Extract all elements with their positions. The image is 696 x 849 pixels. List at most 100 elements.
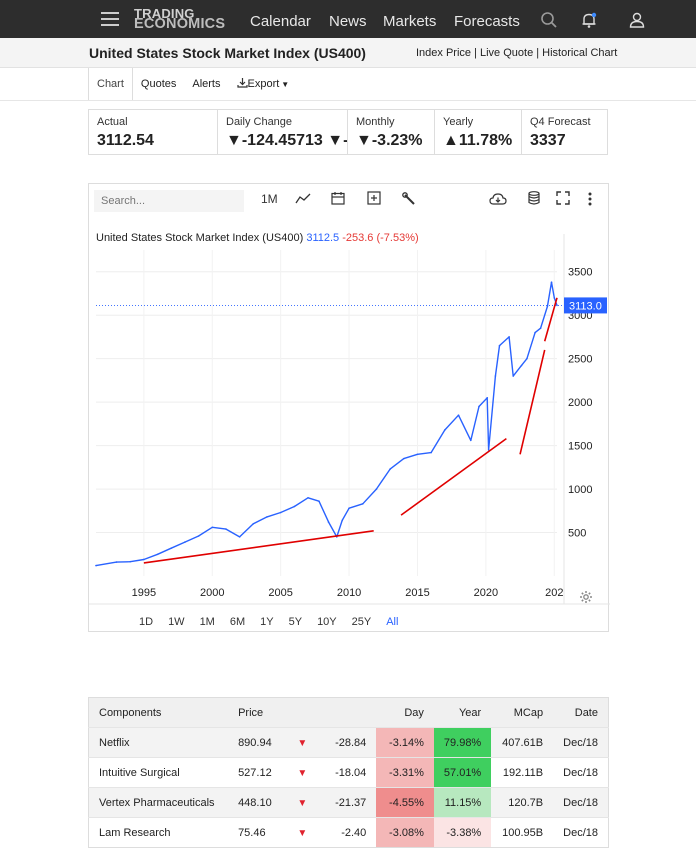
col-change	[317, 697, 377, 728]
component-name[interactable]: Lam Research	[88, 817, 229, 848]
component-name[interactable]: Vertex Pharmaceuticals	[88, 787, 229, 818]
component-year: -3.38%	[433, 817, 492, 848]
data-point	[553, 297, 556, 299]
col-price[interactable]: Price	[228, 697, 288, 728]
settings-gear-icon[interactable]	[579, 590, 593, 604]
calendar-icon[interactable]	[331, 191, 345, 205]
nav-link-news[interactable]: News	[329, 13, 367, 30]
col-date[interactable]: Date	[553, 697, 609, 728]
y-tick-label: 2000	[568, 397, 592, 409]
col-mcap[interactable]: MCap	[491, 697, 554, 728]
range-6m[interactable]: 6M	[229, 616, 246, 628]
stat-yearly: Yearly ▲11.78%	[435, 110, 522, 154]
tools-wrench-icon[interactable]	[402, 192, 416, 206]
tab-chart[interactable]: Chart	[88, 68, 133, 100]
table-row[interactable]: Vertex Pharmaceuticals 448.10 ▼ -21.37 -4.55…	[88, 787, 609, 818]
data-point	[293, 505, 296, 508]
data-point	[494, 375, 497, 377]
top-nav: TRADING ECONOMICS Calendar News Markets …	[0, 0, 696, 38]
trendline-annotation	[143, 530, 374, 564]
chart-panel: 500 1000 1500 2000 2500 3000 3500 1995 2000 2005 2…	[88, 183, 610, 633]
x-tick-label: 2000	[200, 587, 224, 599]
add-indicator-icon[interactable]	[367, 191, 381, 205]
data-point	[129, 560, 131, 563]
data-point	[318, 500, 320, 503]
data-point	[457, 414, 460, 416]
sub-tabs: Chart Quotes Alerts Export ▼	[88, 68, 297, 100]
tab-alerts[interactable]: Alerts	[192, 78, 221, 90]
data-point	[546, 305, 549, 308]
component-year: 11.15%	[433, 787, 492, 818]
component-price: 890.94	[228, 727, 288, 758]
stat-value: ▼-124.45713 ▼-3.8	[226, 132, 348, 149]
component-date: Dec/18	[553, 817, 609, 848]
legend-change: -253.6 (-7.53%)	[342, 232, 419, 244]
component-year: 57.01%	[433, 757, 492, 788]
component-change: -21.37	[317, 787, 377, 818]
data-point	[444, 429, 446, 431]
range-5y[interactable]: 5Y	[288, 616, 303, 628]
range-1d[interactable]: 1D	[139, 616, 154, 628]
stats-table: Actual 3112.54 Daily Change ▼-124.45713 …	[88, 109, 608, 155]
database-icon[interactable]	[528, 191, 540, 205]
range-all[interactable]: All	[386, 616, 399, 628]
component-name[interactable]: Netflix	[88, 727, 229, 758]
range-1w[interactable]: 1W	[168, 616, 185, 628]
logo-line-1: TRADING	[134, 6, 195, 21]
col-year[interactable]: Year	[433, 697, 492, 728]
component-change: -28.84	[317, 727, 377, 758]
table-row[interactable]: Netflix 890.94 ▼ -28.84 -3.14% 79.98% 407.61B D…	[88, 727, 609, 758]
nav-link-calendar[interactable]: Calendar	[250, 13, 311, 30]
user-icon[interactable]	[628, 11, 646, 29]
data-point	[430, 451, 432, 454]
stat-value: ▼-3.23%	[356, 132, 423, 149]
current-price-label-bg	[564, 297, 607, 314]
component-mcap: 192.11B	[491, 757, 554, 788]
stat-value: 3337	[530, 132, 566, 149]
range-1m[interactable]: 1M	[199, 616, 215, 628]
component-name[interactable]: Intuitive Surgical	[88, 757, 229, 788]
logo[interactable]: TRADING ECONOMICS	[134, 6, 225, 31]
more-vertical-icon[interactable]	[588, 192, 592, 206]
component-mcap: 100.95B	[491, 817, 554, 848]
table-row[interactable]: Intuitive Surgical 527.12 ▼ -18.04 -3.31% 57.…	[88, 757, 609, 788]
trendline-annotation	[519, 349, 546, 455]
component-price: 527.12	[228, 757, 288, 788]
stat-label: Actual	[97, 116, 128, 128]
title-bar: United States Stock Market Index (US400)…	[0, 38, 696, 68]
hamburger-menu-icon[interactable]	[101, 12, 119, 26]
data-point	[498, 344, 501, 347]
data-point	[470, 439, 472, 442]
data-point	[508, 336, 510, 338]
interval-button[interactable]: 1M	[261, 192, 278, 206]
col-day[interactable]: Day	[376, 697, 434, 728]
range-10y[interactable]: 10Y	[317, 616, 337, 628]
range-1y[interactable]: 1Y	[260, 616, 274, 628]
search-icon[interactable]	[540, 11, 558, 29]
nav-link-markets[interactable]: Markets	[383, 13, 437, 30]
trendline-annotation	[543, 297, 558, 342]
nav-link-forecasts[interactable]: Forecasts	[454, 13, 520, 30]
fullscreen-icon[interactable]	[556, 191, 570, 205]
stat-label: Monthly	[356, 116, 395, 128]
tab-export[interactable]: Export ▼	[229, 68, 298, 100]
x-tick-label: 2010	[337, 587, 361, 599]
data-point	[170, 547, 173, 549]
download-cloud-icon[interactable]	[489, 192, 507, 206]
col-components[interactable]: Components	[88, 697, 229, 728]
title-links[interactable]: Index Price | Live Quote | Historical Ch…	[416, 47, 618, 59]
component-day: -3.31%	[376, 757, 434, 788]
chart-search-input[interactable]	[94, 190, 244, 212]
table-row[interactable]: Lam Research 75.46 ▼ -2.40 -3.08% -3.38% 100.9…	[88, 817, 609, 848]
chevron-down-icon: ▼	[281, 80, 290, 89]
line-chart-icon[interactable]	[295, 193, 311, 205]
tab-quotes[interactable]: Quotes	[140, 78, 177, 90]
notification-bell-icon[interactable]	[580, 11, 598, 29]
range-25y[interactable]: 25Y	[351, 616, 372, 628]
data-point	[375, 488, 378, 490]
component-year: 79.98%	[433, 727, 492, 758]
data-point	[143, 558, 145, 561]
y-tick-label: 1000	[568, 484, 592, 496]
chart-legend: United States Stock Market Index (US400)…	[96, 232, 419, 244]
